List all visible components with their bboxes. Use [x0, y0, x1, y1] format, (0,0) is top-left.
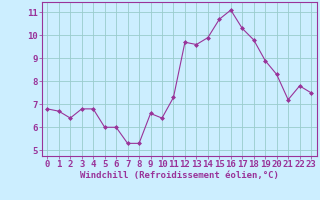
X-axis label: Windchill (Refroidissement éolien,°C): Windchill (Refroidissement éolien,°C) — [80, 171, 279, 180]
